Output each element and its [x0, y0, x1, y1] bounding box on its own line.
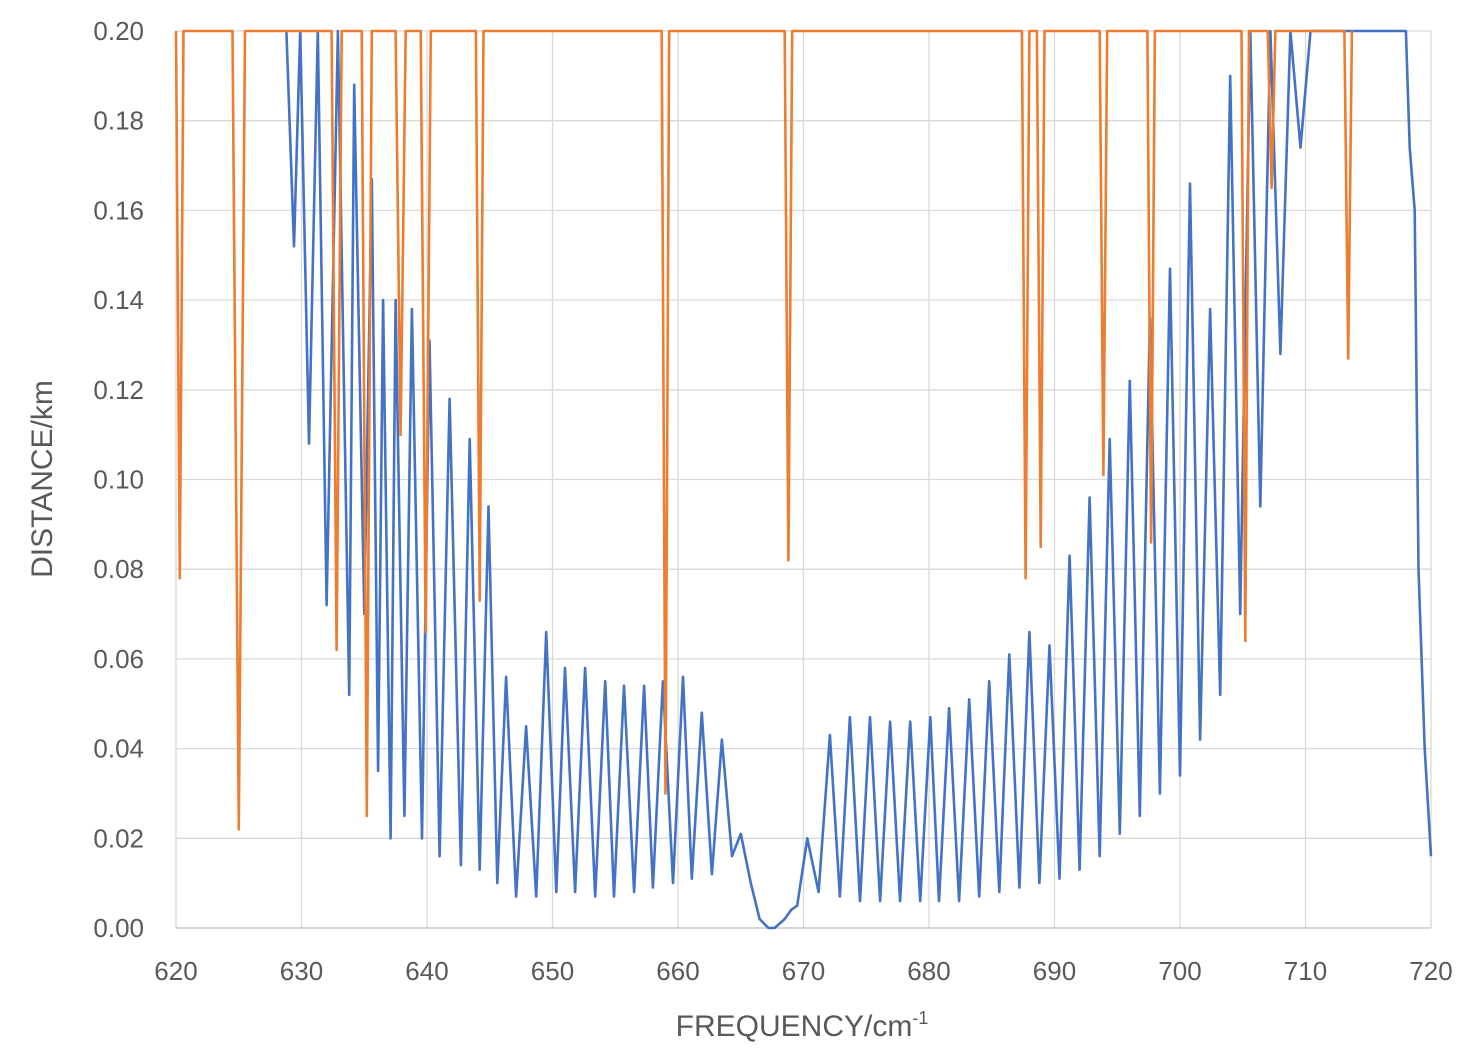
x-axis-title-text: FREQUENCY/cm: [676, 1010, 913, 1043]
y-axis-title: DISTANCE/km: [26, 380, 59, 578]
y-tick-label: 0.16: [93, 195, 144, 225]
x-axis-title: FREQUENCY/cm-1: [676, 1008, 929, 1043]
x-axis-title-superscript: -1: [912, 1008, 928, 1028]
x-tick-label: 690: [1033, 956, 1076, 986]
x-tick-label: 670: [782, 956, 825, 986]
x-tick-label: 680: [907, 956, 950, 986]
x-tick-label: 700: [1158, 956, 1201, 986]
y-tick-label: 0.18: [93, 106, 144, 136]
y-tick-label: 0.00: [93, 913, 144, 943]
y-tick-label: 0.10: [93, 465, 144, 495]
plot-area: [174, 29, 1433, 930]
x-tick-label: 620: [154, 956, 197, 986]
x-tick-labels: 620 630 640 650 660 670 680 690 700 710 720: [154, 956, 1452, 986]
x-tick-label: 720: [1409, 956, 1452, 986]
y-tick-label: 0.04: [93, 734, 144, 764]
x-tick-label: 650: [531, 956, 574, 986]
y-tick-label: 0.02: [93, 823, 144, 853]
y-tick-label: 0.08: [93, 554, 144, 584]
x-tick-label: 630: [280, 956, 323, 986]
series-line-2: [174, 29, 1354, 831]
x-tick-label: 710: [1284, 956, 1327, 986]
y-tick-labels: 0.00 0.02 0.04 0.06 0.08 0.10 0.12 0.14 0.16 0.18…: [93, 16, 144, 943]
y-tick-label: 0.12: [93, 375, 144, 405]
y-tick-label: 0.20: [93, 16, 144, 46]
series-line-1: [285, 29, 1433, 930]
y-tick-label: 0.06: [93, 644, 144, 674]
x-tick-label: 660: [656, 956, 699, 986]
x-tick-label: 640: [405, 956, 448, 986]
y-tick-label: 0.14: [93, 285, 144, 315]
